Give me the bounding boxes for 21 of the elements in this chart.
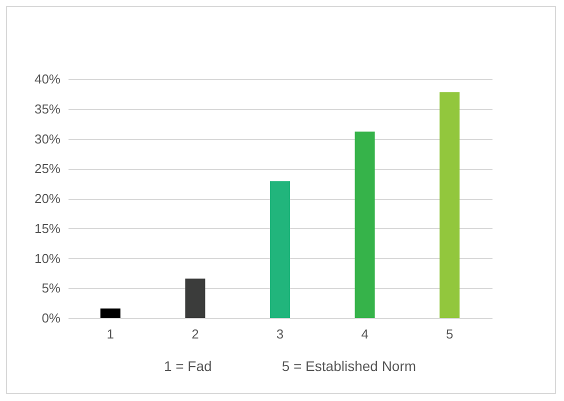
y-tick-label: 5% bbox=[42, 280, 61, 296]
y-tick-label: 35% bbox=[34, 101, 61, 116]
y-tick-label: 40% bbox=[34, 72, 61, 86]
bar bbox=[354, 132, 375, 318]
bar bbox=[185, 278, 206, 318]
y-tick-label: 25% bbox=[34, 161, 61, 176]
text: 1 = Fad bbox=[164, 358, 212, 374]
bar bbox=[440, 92, 460, 318]
x-tick-label: 3 bbox=[276, 326, 284, 342]
y-tick-label: 20% bbox=[34, 191, 61, 206]
text: 5 = Established Norm bbox=[282, 358, 416, 374]
x-tick-label: 1 bbox=[106, 326, 114, 342]
y-tick-label: 30% bbox=[34, 131, 61, 146]
y-tick-label: 0% bbox=[42, 310, 61, 326]
y-tick-label: 15% bbox=[34, 220, 61, 236]
x-tick-label: 2 bbox=[192, 326, 199, 342]
x-tick-label: 4 bbox=[361, 326, 368, 342]
y-tick-label: 10% bbox=[34, 250, 61, 266]
bar bbox=[100, 308, 120, 318]
bar bbox=[270, 181, 290, 318]
x-tick-label: 5 bbox=[446, 326, 454, 342]
